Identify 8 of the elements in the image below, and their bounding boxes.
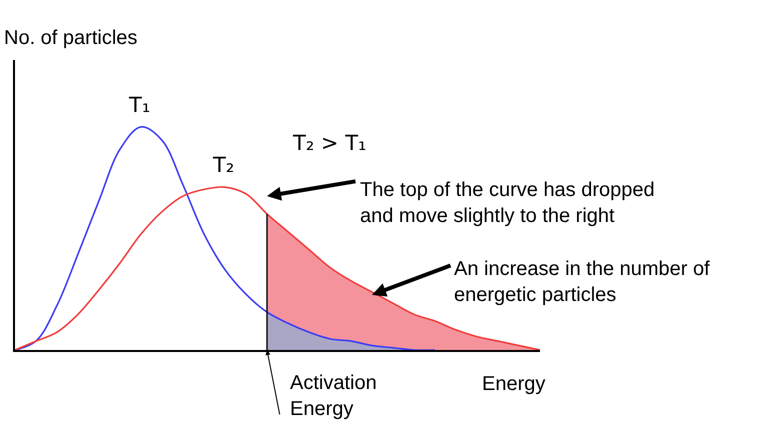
y-axis-title: No. of particles (4, 27, 138, 49)
chart-title: T₂ > T₁ (292, 131, 366, 155)
series-label: T₁ (128, 93, 150, 117)
series-label: T₂ (212, 153, 234, 177)
x-axis-title: Energy (482, 373, 546, 395)
annotation: An increase in the number of energetic particles (454, 258, 710, 306)
annotation: The top of the curve has dropped and move slightly to the right (360, 179, 655, 227)
text: Activation Energy (290, 372, 377, 420)
